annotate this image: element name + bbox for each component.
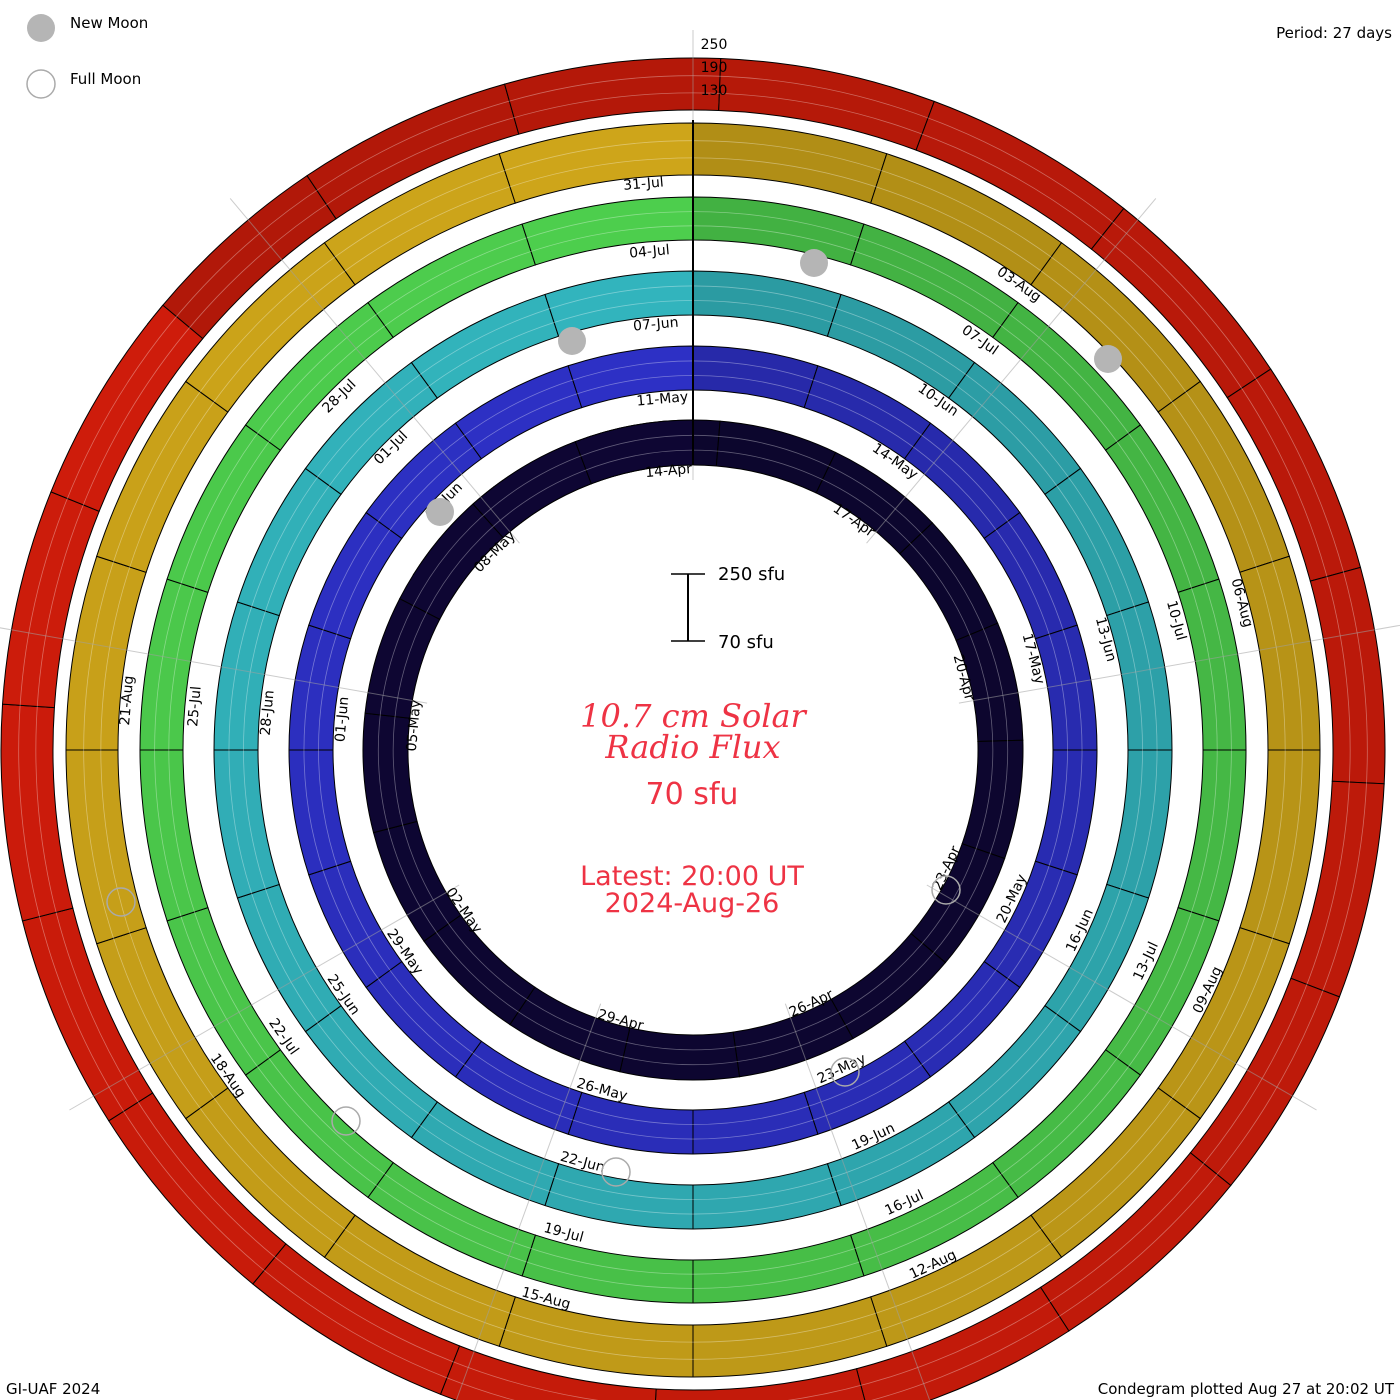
full-moon-marker — [601, 1157, 631, 1187]
new-moon-marker — [800, 249, 828, 277]
scale-bar-bottom-label: 70 sfu — [718, 632, 774, 653]
ring-2-segment — [308, 511, 403, 640]
ring-2-segment — [692, 345, 819, 409]
plotted-label: Condegram plotted Aug 27 at 20:02 UT — [1098, 1380, 1395, 1398]
ring-6-segment — [50, 304, 204, 512]
date-label: 01-Jun — [332, 696, 352, 743]
ring-2-segment — [983, 860, 1078, 989]
current-flux-value: 70 sfu — [646, 777, 739, 812]
radial-gridline — [229, 198, 520, 544]
sfu-scale-bar — [671, 573, 705, 642]
full-moon-legend-icon — [26, 69, 56, 99]
radial-gridline — [455, 1003, 602, 1400]
new-moon-marker — [558, 327, 586, 355]
new-moon-marker — [426, 498, 454, 526]
ring-2-segment — [983, 511, 1078, 640]
chart-title-line1: 10.7 cm Solar — [580, 697, 807, 735]
radial-gridline — [69, 884, 460, 1111]
radial-gridline — [0, 627, 428, 704]
radial-gridline — [866, 198, 1157, 544]
scale-label-130: 130 — [701, 83, 728, 99]
ring-2-segment — [308, 860, 403, 989]
ring-1-segment — [372, 820, 462, 942]
new-moon-marker — [1094, 345, 1122, 373]
period-label: Period: 27 days — [1276, 24, 1392, 42]
latest-time: Latest: 20:00 UT — [580, 861, 804, 892]
date-label: 04-Jul — [629, 242, 671, 261]
ring-4-segment — [692, 1234, 865, 1304]
full-moon-marker — [331, 1106, 361, 1136]
ring-2-segment — [567, 1091, 694, 1155]
ring-4-segment — [139, 749, 209, 922]
date-label: 31-Jul — [623, 174, 665, 193]
date-label: 28-Jun — [258, 689, 278, 736]
ring-2-segment — [803, 365, 932, 460]
radial-gridline — [784, 1003, 931, 1400]
full-moon-marker — [830, 1057, 860, 1087]
new-moon-legend-label: New Moon — [70, 14, 148, 32]
date-label: 07-Jun — [632, 315, 679, 335]
new-moon-legend-icon — [27, 14, 55, 42]
ring-1-segment — [364, 597, 441, 719]
scale-bar-top-label: 250 sfu — [718, 564, 785, 585]
ring-1-segment — [715, 420, 837, 494]
ring-4-segment — [692, 196, 865, 266]
radial-gridline — [958, 624, 1400, 704]
ring-1-segment — [619, 1027, 741, 1081]
ring-2-segment — [803, 1040, 932, 1135]
full-moon-legend-label: Full Moon — [70, 70, 141, 88]
chart-title-line2: Radio Flux — [604, 728, 780, 766]
date-label: 11-May — [636, 389, 689, 409]
ring-4-segment — [1177, 749, 1247, 922]
date-label: 05-May — [404, 699, 424, 752]
ring-2-segment — [692, 1091, 819, 1155]
ring-6-segment — [1309, 566, 1386, 785]
spiral-rings — [0, 57, 1386, 1400]
scale-label-250: 250 — [701, 37, 728, 53]
ring-2-segment — [454, 1040, 583, 1135]
date-label: 21-Aug — [117, 675, 137, 726]
ring-1-segment — [509, 986, 631, 1073]
ring-1-segment — [899, 522, 999, 642]
full-moon-marker — [106, 887, 136, 917]
date-label: 25-Jul — [185, 686, 204, 728]
date-label: 14-Apr — [645, 461, 693, 481]
ring-6-segment — [0, 703, 74, 922]
ring-2-segment — [1034, 749, 1098, 876]
gridlines — [0, 30, 1400, 1400]
credit-label: GI-UAF 2024 — [6, 1380, 100, 1398]
ring-2-segment — [454, 365, 583, 460]
moon-markers — [106, 249, 1122, 1187]
latest-date: 2024-Aug-26 — [605, 888, 780, 919]
radial-gridline — [926, 884, 1317, 1111]
ring-2-segment — [288, 749, 352, 876]
scale-label-190: 190 — [701, 60, 728, 76]
full-moon-marker — [931, 875, 961, 905]
ring-1-segment — [472, 441, 592, 539]
